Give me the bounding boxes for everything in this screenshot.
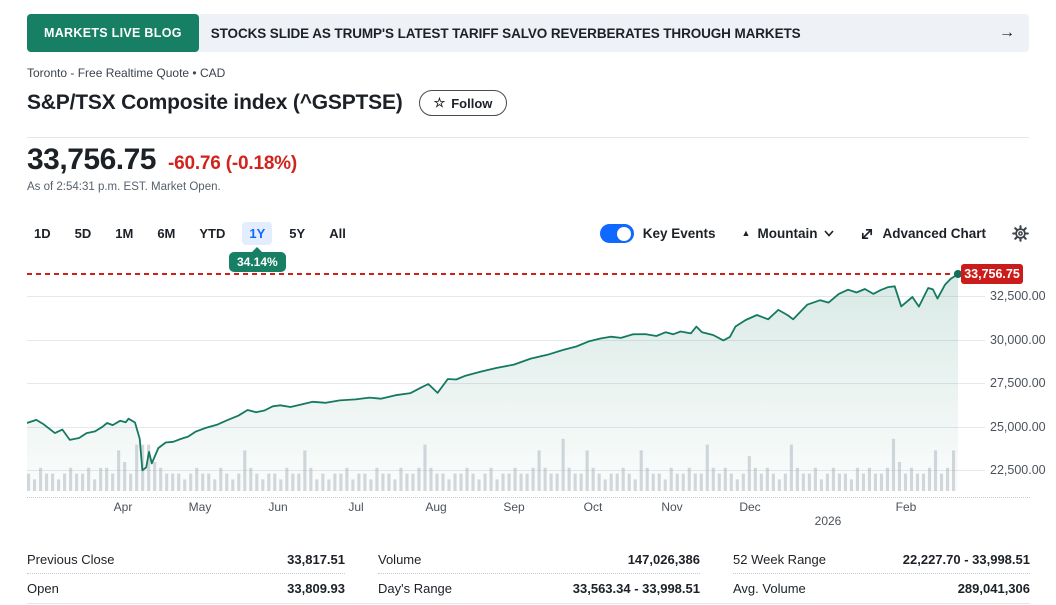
stats-column-3: 52 Week Range 22,227.70 - 33,998.51 Avg.… [733,545,1030,602]
toggle-knob [617,226,632,241]
tab-5d[interactable]: 5D [74,226,92,241]
expand-arrows-icon [862,228,873,239]
y-axis-label: 25,000.00 [990,419,1046,434]
range-tabs: 1D 5D 1M 6M YTD 1Y 5Y All [27,222,353,245]
key-statistics-table: Previous Close 33,817.51 Open 33,809.93 … [27,545,1030,604]
chart-plot[interactable] [27,260,958,491]
advanced-chart-button[interactable]: Advanced Chart [860,226,986,241]
tab-1m[interactable]: 1M [115,226,134,241]
stat-previous-close: Previous Close 33,817.51 [27,545,345,574]
stat-open: Open 33,809.93 [27,580,345,596]
x-axis-month-label: Jun [268,500,288,514]
period-change-tooltip: 34.14% [229,247,286,272]
tab-ytd[interactable]: YTD [199,226,226,241]
stats-column-1: Previous Close 33,817.51 Open 33,809.93 [27,545,345,602]
live-blog-badge[interactable]: MARKETS LIVE BLOG [27,14,199,52]
tab-1y[interactable]: 1Y [242,222,273,245]
page-title: S&P/TSX Composite index (^GSPTSE) [27,91,403,114]
price-change: -60.76 (-0.18%) [167,153,298,174]
tab-5y[interactable]: 5Y [289,226,306,241]
x-axis-month-label: May [188,500,212,514]
gridline [27,296,985,297]
stat-52-week-range: 52 Week Range 22,227.70 - 33,998.51 [733,545,1030,574]
chart-type-dropdown[interactable]: ▲ Mountain [742,226,835,241]
x-axis-month-label: Nov [661,500,683,514]
x-axis-month-label: Sep [503,500,525,514]
key-events-toggle-group[interactable]: Key Events [599,224,716,243]
y-axis-label: 22,500.00 [990,463,1046,477]
x-axis-month-label: Apr [113,500,133,514]
key-events-toggle[interactable] [599,224,634,243]
x-axis-month-label: Jul [348,500,364,514]
banner-headline[interactable]: STOCKS SLIDE AS TRUMP'S LATEST TARIFF SA… [210,25,801,41]
follow-label: Follow [451,95,493,111]
follow-button[interactable]: ☆ Follow [418,90,508,116]
chart-type-label: Mountain [757,226,818,241]
x-axis-month-label: Feb [895,500,917,514]
last-price-dot [954,270,962,279]
tab-all[interactable]: All [329,226,346,241]
current-price: 33,756.75 [27,143,156,176]
arrow-right-icon[interactable]: → [999,24,1015,41]
chevron-down-icon [824,230,835,237]
tab-1d[interactable]: 1D [34,226,51,241]
stats-column-2: Volume 147,026,386 Day's Range 33,563.34… [378,545,700,602]
advanced-chart-label: Advanced Chart [882,226,986,241]
section-divider [27,137,1029,138]
current-price-dashed-line [27,273,975,276]
exchange-breadcrumb: Toronto - Free Realtime Quote • CAD [27,66,226,80]
mountain-icon: ▲ [741,228,751,238]
stat-volume: Volume 147,026,386 [378,545,700,574]
x-axis-line [27,497,1030,498]
current-price-tag: 33,756.75 [961,264,1023,285]
y-axis-label: 27,500.00 [990,376,1046,390]
asof-timestamp: As of 2:54:31 p.m. EST. Market Open. [27,181,221,193]
key-events-label: Key Events [642,226,716,241]
markets-live-blog-banner[interactable]: MARKETS LIVE BLOG STOCKS SLIDE AS TRUMP'… [27,14,1029,52]
gridline [27,339,985,341]
star-icon: ☆ [433,95,446,110]
x-axis-month-label: Aug [425,500,447,514]
gear-icon [1012,225,1029,242]
x-axis-month-label: Dec [739,500,761,514]
chart-settings-button[interactable] [1012,225,1029,242]
stat-days-range: Day's Range 33,563.34 - 33,998.51 [378,580,700,596]
x-axis-year-label: 2026 [814,514,842,528]
y-axis-label: 32,500.00 [990,289,1046,303]
price-chart[interactable]: 33,756.75 32,500.00 30,000.00 27,500.00 25,… [27,260,1046,532]
x-axis-month-label: Oct [583,500,603,514]
tab-6m[interactable]: 6M [157,226,176,241]
stat-avg-volume: Avg. Volume 289,041,306 [733,580,1030,596]
y-axis-label: 30,000.00 [990,332,1046,347]
